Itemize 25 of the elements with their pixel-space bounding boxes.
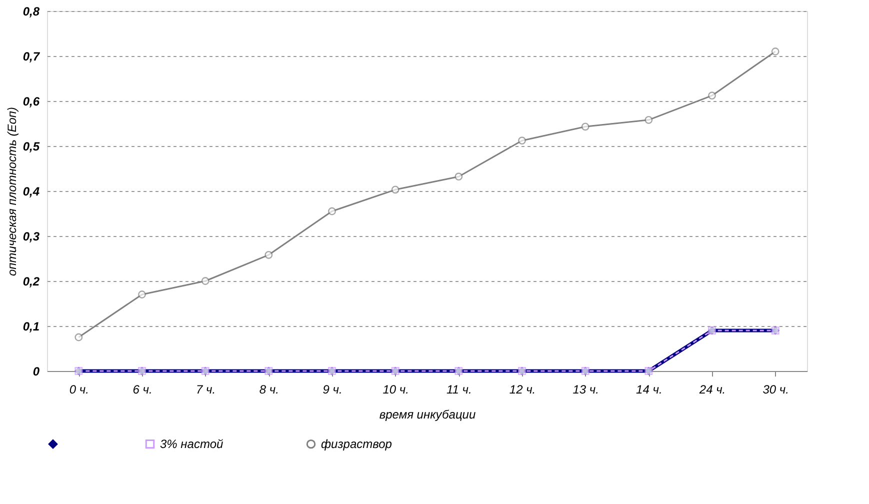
x-tick-label: 7 ч. (196, 382, 216, 396)
legend-label: физраствор (321, 437, 392, 452)
y-axis-title: оптическая плотность (Еоп) (4, 106, 19, 276)
y-tick-label: 0 (32, 364, 40, 378)
x-tick-label: 30 ч. (762, 382, 789, 396)
y-tick-label: 0,2 (22, 274, 40, 288)
x-tick-label: 8 ч. (259, 382, 279, 396)
y-tick-label: 0,8 (22, 4, 40, 18)
x-tick-label: 12 ч. (509, 382, 536, 396)
x-tick-label: 9 ч. (322, 382, 342, 396)
y-tick-label: 0,3 (22, 230, 40, 244)
y-tick-label: 0,5 (22, 140, 40, 154)
y-tick-label: 0,7 (22, 50, 41, 64)
x-tick-label: 24 ч. (698, 382, 726, 396)
y-tick-label: 0,6 (22, 94, 40, 108)
x-tick-label: 6 ч. (132, 382, 152, 396)
y-tick-label: 0,1 (22, 320, 40, 334)
legend-label: 3% настой (160, 437, 224, 452)
x-axis-title: время инкубации (379, 408, 476, 422)
y-tick-label: 0,4 (22, 184, 40, 198)
x-tick-label: 14 ч. (636, 382, 662, 396)
x-tick-label: 10 ч. (382, 382, 409, 396)
x-tick-label: 11 ч. (446, 382, 472, 396)
x-tick-label: 13 ч. (572, 382, 599, 396)
x-tick-label: 0 ч. (69, 382, 89, 396)
